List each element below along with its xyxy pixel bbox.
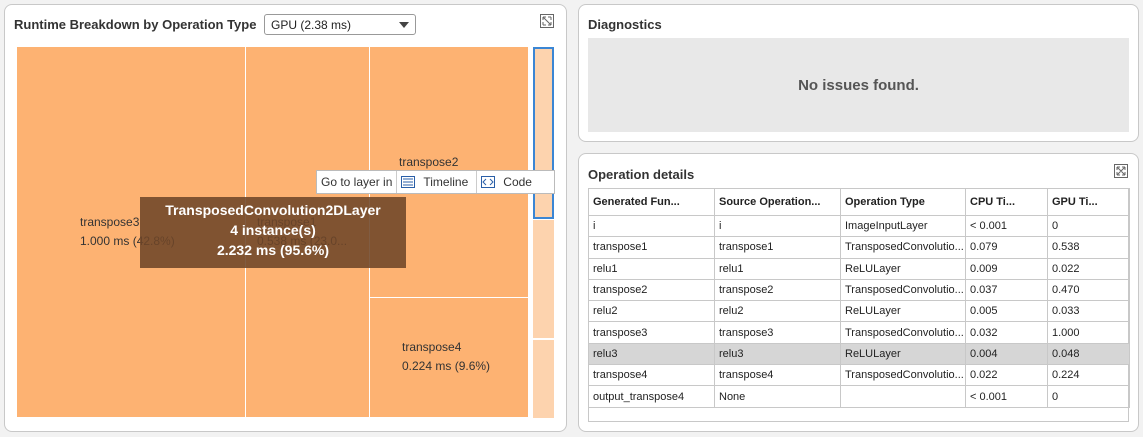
- table-cell: [840, 385, 966, 408]
- tooltip-line: 2.232 ms (95.6%): [216, 242, 330, 258]
- dropdown-arrow: [399, 22, 409, 28]
- button-label: Code: [503, 175, 532, 189]
- table-cell: transpose2: [588, 278, 715, 302]
- table-cell: relu3: [714, 342, 841, 366]
- column-header[interactable]: CPU Ti...: [965, 188, 1048, 216]
- table-row[interactable]: output_transpose4 None < 0.001 0: [588, 385, 1130, 408]
- diagnostics-message: No issues found.: [798, 76, 919, 94]
- table-cell: ImageInputLayer: [840, 214, 966, 238]
- table-cell: 0.470: [1047, 278, 1130, 302]
- table-cell: transpose3: [588, 321, 715, 344]
- table-row[interactable]: transpose1 transpose1 TransposedConvolutio…: [588, 236, 1130, 259]
- table-cell: i: [588, 214, 715, 238]
- treemap-tile[interactable]: transpose4 0.224 ms (9.6%): [370, 298, 529, 418]
- header-row: Generated Fun... Source Operation... Opera…: [588, 188, 1130, 216]
- table-cell: transpose4: [714, 364, 841, 387]
- table-cell: 0: [1047, 214, 1130, 238]
- table-row[interactable]: transpose2 transpose2 TransposedConvolutio…: [588, 278, 1130, 302]
- table-cell: 0: [1047, 385, 1130, 408]
- button-label: Timeline: [423, 175, 469, 189]
- panel-title: Diagnostics: [588, 17, 662, 32]
- table-cell: TransposedConvolutio...: [840, 236, 966, 259]
- table-cell: 0.022: [965, 364, 1048, 387]
- table-cell: 0.005: [965, 300, 1048, 323]
- table-cell: < 0.001: [965, 214, 1048, 238]
- table-cell: TransposedConvolutio...: [840, 321, 966, 344]
- table-cell: 1.000: [1047, 321, 1130, 344]
- small-tile[interactable]: [533, 340, 554, 418]
- timeline-button[interactable]: Timeline: [396, 171, 476, 193]
- table-cell: relu1: [588, 257, 715, 280]
- tile-label: transpose3: [80, 215, 140, 229]
- table-cell: 0.004: [965, 342, 1048, 366]
- dropdown[interactable]: GPU (2.38 ms): [264, 14, 416, 35]
- tile-label: transpose2: [399, 155, 459, 169]
- table-cell: output_transpose4: [588, 385, 715, 408]
- table-cell: None: [714, 385, 841, 408]
- context-toolbar: Go to layer in Timeline Code: [316, 170, 555, 194]
- dropdown-value: GPU (2.38 ms): [271, 18, 352, 32]
- table-cell: 0.009: [965, 257, 1048, 280]
- table-cell: relu1: [714, 257, 841, 280]
- column-header[interactable]: Source Operation...: [714, 188, 841, 216]
- diagnostics-box: No issues found.: [588, 38, 1129, 132]
- table-cell: relu2: [588, 300, 715, 323]
- tooltip-line: TransposedConvolution2DLayer: [165, 202, 381, 218]
- code-icon: [481, 176, 496, 188]
- table-cell: 0.079: [965, 236, 1048, 259]
- table-cell: transpose4: [588, 364, 715, 387]
- table-cell: TransposedConvolutio...: [840, 278, 966, 302]
- tooltip-line: 4 instance(s): [230, 222, 316, 238]
- table-row[interactable]: transpose4 transpose4 TransposedConvolutio…: [588, 364, 1130, 387]
- table-cell: transpose3: [714, 321, 841, 344]
- column-header[interactable]: GPU Ti...: [1047, 188, 1130, 216]
- table-row[interactable]: transpose3 transpose3 TransposedConvolutio…: [588, 321, 1130, 344]
- table-cell: 0.032: [965, 321, 1048, 344]
- table-row[interactable]: i i ImageInputLayer < 0.001 0: [588, 214, 1130, 238]
- table-cell: ReLULayer: [840, 300, 966, 323]
- table-cell: 0.037: [965, 278, 1048, 302]
- panel-title: Operation details: [588, 167, 695, 182]
- table-cell: relu2: [714, 300, 841, 323]
- table-cell: 0.022: [1047, 257, 1130, 280]
- table-cell: 0.538: [1047, 236, 1130, 259]
- table-cell: 0.033: [1047, 300, 1130, 323]
- table-cell: 0.224: [1047, 364, 1130, 387]
- table-cell: transpose1: [714, 236, 841, 259]
- table-row[interactable]: relu1 relu1 ReLULayer 0.009 0.022: [588, 257, 1130, 280]
- tooltip: TransposedConvolution2DLayer 4 instance(…: [140, 197, 406, 268]
- table-cell: < 0.001: [965, 385, 1048, 408]
- table-row[interactable]: relu3 relu3 ReLULayer 0.004 0.048: [588, 342, 1130, 366]
- toolbar-label: Go to layer in: [321, 175, 393, 189]
- timeline-icon: [401, 176, 416, 188]
- table-cell: i: [714, 214, 841, 238]
- expand-icon[interactable]: [1114, 164, 1128, 178]
- table-cell: transpose2: [714, 278, 841, 302]
- expand-icon[interactable]: [540, 14, 554, 28]
- table-row[interactable]: relu2 relu2 ReLULayer 0.005 0.033: [588, 300, 1130, 323]
- table-cell: 0.048: [1047, 342, 1130, 366]
- table-cell: ReLULayer: [840, 257, 966, 280]
- table-cell: transpose1: [588, 236, 715, 259]
- tile-label: transpose4: [402, 340, 462, 354]
- table-cell: relu3: [588, 342, 715, 366]
- details-table: Generated Fun... Source Operation... Opera…: [588, 188, 1130, 408]
- small-tile[interactable]: [533, 220, 554, 338]
- table-cell: ReLULayer: [840, 342, 966, 366]
- code-button[interactable]: Code: [476, 171, 540, 193]
- column-header[interactable]: Generated Fun...: [588, 188, 715, 216]
- column-header[interactable]: Operation Type: [840, 188, 966, 216]
- table-cell: TransposedConvolutio...: [840, 364, 966, 387]
- panel-title: Runtime Breakdown by Operation Type: [14, 17, 257, 32]
- tile-value: 0.224 ms (9.6%): [402, 359, 491, 373]
